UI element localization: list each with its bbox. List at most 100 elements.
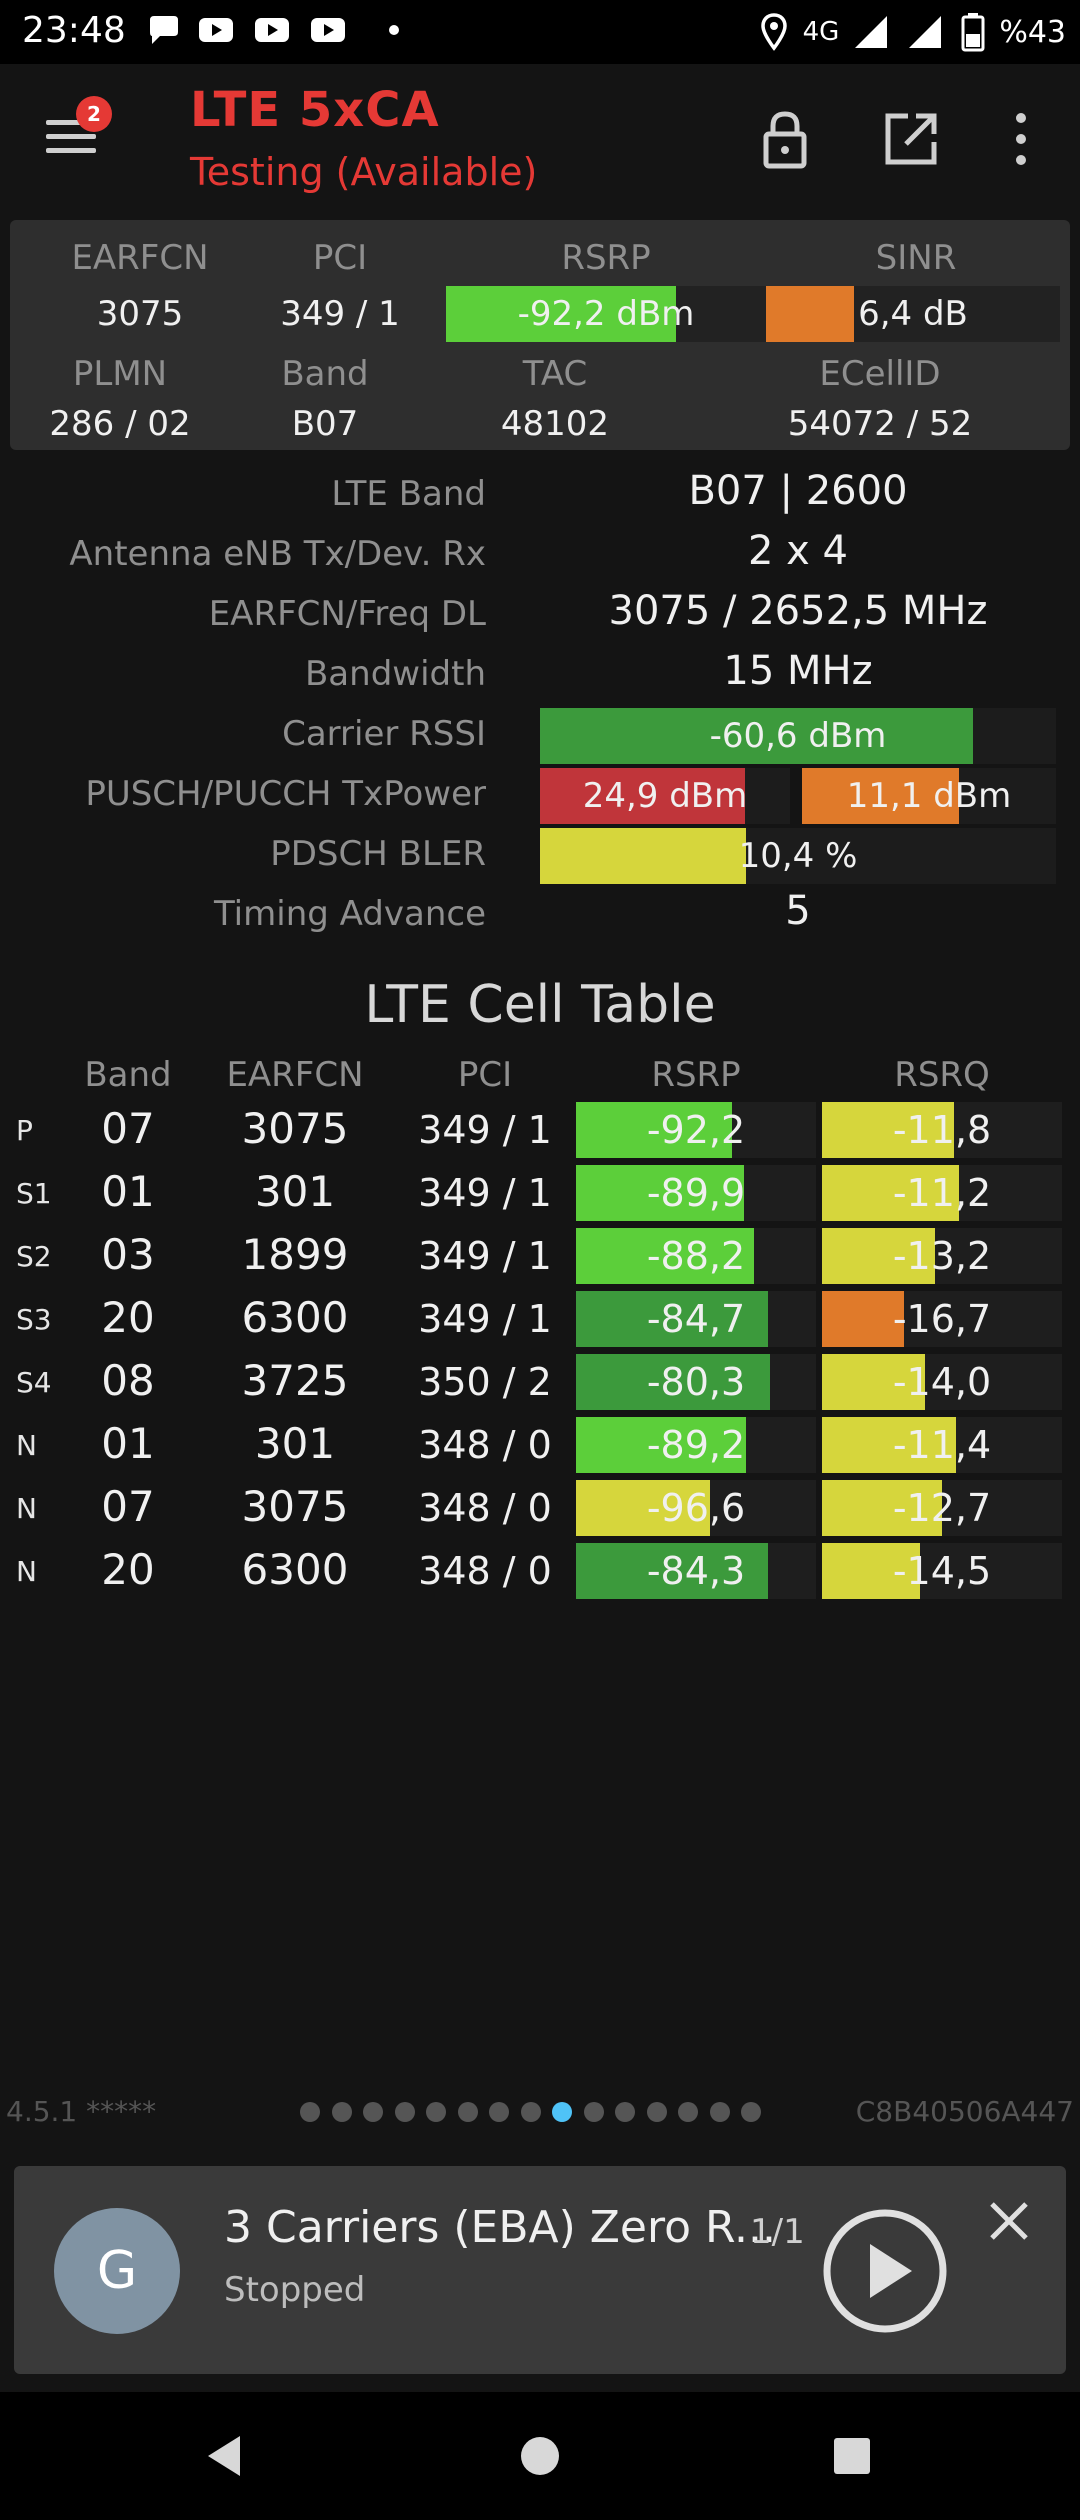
navigation-bar: [0, 2392, 1080, 2520]
page-dot[interactable]: [583, 2102, 604, 2122]
row-band: 03: [101, 1230, 155, 1279]
page-dot[interactable]: [394, 2102, 415, 2122]
page-dot[interactable]: [678, 2102, 698, 2122]
close-icon[interactable]: [984, 2196, 1034, 2246]
value-carrier-rssi: -60,6 dBm: [709, 716, 887, 756]
label-earfcn-freq: EARFCN/Freq DL: [208, 594, 486, 634]
value-rsrp: -92,2 dBm: [517, 294, 695, 334]
dot-icon: [389, 25, 399, 35]
value-timing-advance: 5: [785, 888, 811, 934]
home-icon[interactable]: [516, 2432, 564, 2480]
play-circle-icon[interactable]: [820, 2206, 950, 2336]
row-earfcn: 3725: [241, 1356, 349, 1405]
app-version: 4.5.1 *****: [6, 2095, 157, 2128]
rsrp-bar-fill: [446, 286, 677, 342]
row-type: S3: [16, 1303, 52, 1336]
row-rsrq: -16,7: [892, 1297, 992, 1341]
row-rsrq-bar-fill: [822, 1480, 942, 1536]
label-earfcn: EARFCN: [71, 238, 209, 278]
row-rsrp-bar-fill: [576, 1102, 732, 1158]
lock-icon[interactable]: [750, 104, 820, 174]
row-type: N: [16, 1555, 37, 1588]
row-pci: 350 / 2: [418, 1360, 552, 1404]
status-time: 23:48: [22, 10, 126, 51]
row-rsrp-bar: -80,3: [576, 1354, 816, 1410]
row-rsrq-bar: -13,2: [822, 1228, 1062, 1284]
row-rsrp-bar-fill: [576, 1354, 771, 1410]
recents-icon[interactable]: [828, 2432, 876, 2480]
header-rsrq: RSRQ: [894, 1055, 990, 1095]
youtube-icon: [311, 18, 345, 42]
row-rsrq-bar: -11,2: [822, 1165, 1062, 1221]
back-icon[interactable]: [200, 2432, 248, 2480]
page-dot[interactable]: [363, 2102, 383, 2122]
row-rsrp: -92,2: [646, 1108, 746, 1152]
row-type: S1: [16, 1177, 52, 1210]
row-rsrq: -11,8: [892, 1108, 992, 1152]
row-rsrp-bar-fill: [576, 1291, 768, 1347]
row-band: 20: [101, 1293, 155, 1342]
value-bler: 10,4 %: [738, 836, 858, 876]
row-rsrq-bar: -11,8: [822, 1102, 1062, 1158]
row-rsrp-bar-fill: [576, 1480, 711, 1536]
row-earfcn: 3075: [241, 1482, 349, 1531]
label-band: Band: [281, 354, 369, 394]
label-txpower: PUSCH/PUCCH TxPower: [85, 774, 486, 814]
pucch-txpower-bar-fill: [802, 768, 960, 824]
more-vert-icon[interactable]: [986, 104, 1056, 174]
row-rsrp: -96,6: [646, 1486, 746, 1530]
page-dot[interactable]: [520, 2102, 541, 2122]
pusch-txpower-bar-fill: [540, 768, 745, 824]
label-pci: PCI: [312, 238, 368, 278]
location-icon: [760, 13, 787, 51]
row-rsrq-bar: -12,7: [822, 1480, 1062, 1536]
page-dot[interactable]: [552, 2102, 572, 2122]
page-dot[interactable]: [709, 2102, 730, 2122]
label-plmn: PLMN: [72, 354, 168, 394]
row-type: N: [16, 1492, 37, 1525]
open-external-icon[interactable]: [876, 104, 946, 174]
row-pci: 348 / 0: [418, 1549, 552, 1593]
label-bler: PDSCH BLER: [270, 834, 486, 874]
row-rsrq: -14,0: [892, 1360, 992, 1404]
row-band: 20: [101, 1545, 155, 1594]
row-pci: 349 / 1: [418, 1171, 552, 1215]
row-rsrq-bar: -11,4: [822, 1417, 1062, 1473]
label-lte-band: LTE Band: [331, 474, 486, 514]
row-rsrp: -84,3: [646, 1549, 746, 1593]
row-type: S2: [16, 1240, 52, 1273]
page-dot[interactable]: [331, 2102, 352, 2122]
row-pci: 348 / 0: [418, 1486, 552, 1530]
value-pci: 349 / 1: [280, 294, 400, 334]
row-earfcn: 6300: [241, 1545, 349, 1594]
page-dot[interactable]: [300, 2102, 320, 2122]
page-dot[interactable]: [457, 2102, 478, 2122]
row-rsrq: -13,2: [892, 1234, 992, 1278]
row-band: 07: [101, 1104, 155, 1153]
pucch-txpower-bar: 11,1 dBm: [802, 768, 1056, 824]
row-pci: 349 / 1: [418, 1234, 552, 1278]
label-bandwidth: Bandwidth: [304, 654, 486, 694]
row-rsrp-bar-fill: [576, 1417, 747, 1473]
row-rsrq-bar-fill: [822, 1102, 954, 1158]
row-earfcn: 3075: [241, 1104, 349, 1153]
menu-icon[interactable]: [42, 108, 102, 168]
row-earfcn: 301: [254, 1167, 336, 1216]
chat-bubble-icon: [150, 16, 178, 44]
row-rsrq-bar-fill: [822, 1543, 921, 1599]
page-dot[interactable]: [615, 2102, 635, 2122]
row-rsrq-bar-fill: [822, 1291, 904, 1347]
page-indicator[interactable]: [300, 2100, 770, 2124]
row-type: N: [16, 1429, 37, 1462]
page-dot[interactable]: [741, 2102, 761, 2122]
row-rsrp-bar-fill: [576, 1543, 768, 1599]
signal-icon: [855, 16, 888, 48]
row-rsrq-bar: -14,5: [822, 1543, 1062, 1599]
page-dot[interactable]: [426, 2102, 446, 2122]
row-rsrp-bar: -88,2: [576, 1228, 816, 1284]
row-rsrq-bar-fill: [822, 1354, 926, 1410]
player-title[interactable]: 3 Carriers (EBA) Zero R...: [224, 2202, 776, 2253]
page-dot[interactable]: [489, 2102, 509, 2122]
value-ecellid: 54072 / 52: [787, 404, 973, 444]
page-dot[interactable]: [646, 2102, 667, 2122]
